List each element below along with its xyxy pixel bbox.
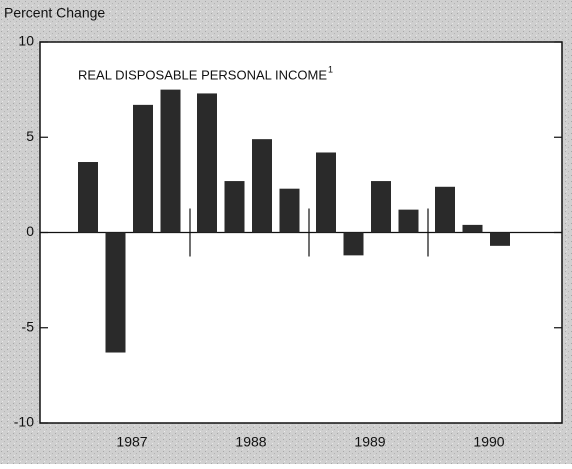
bar bbox=[398, 209, 419, 233]
chart-title: REAL DISPOSABLE PERSONAL INCOME bbox=[78, 67, 327, 82]
bar bbox=[343, 232, 364, 256]
bar bbox=[490, 232, 510, 246]
bar bbox=[160, 89, 181, 233]
x-tick-label: 1987 bbox=[116, 434, 147, 450]
bar bbox=[133, 104, 153, 233]
y-tick-label: -10 bbox=[14, 414, 34, 430]
bar bbox=[197, 93, 217, 233]
bar bbox=[371, 181, 391, 233]
y-tick-label: -5 bbox=[22, 318, 35, 334]
bar bbox=[252, 139, 272, 233]
title-note: 1 bbox=[328, 64, 333, 74]
bar bbox=[462, 224, 483, 233]
bar bbox=[105, 232, 126, 353]
y-tick-label: 0 bbox=[26, 223, 34, 239]
bar bbox=[435, 186, 455, 233]
x-tick-label: 1989 bbox=[354, 434, 385, 450]
y-tick-label: 5 bbox=[26, 128, 34, 144]
bar bbox=[316, 152, 336, 233]
x-tick-label: 1990 bbox=[473, 434, 504, 450]
y-axis-label: Percent Change bbox=[4, 5, 105, 21]
bar bbox=[78, 162, 98, 233]
y-tick-label: 10 bbox=[18, 33, 34, 49]
bar bbox=[279, 188, 300, 233]
bar bbox=[224, 181, 245, 233]
x-tick-label: 1988 bbox=[235, 434, 266, 450]
